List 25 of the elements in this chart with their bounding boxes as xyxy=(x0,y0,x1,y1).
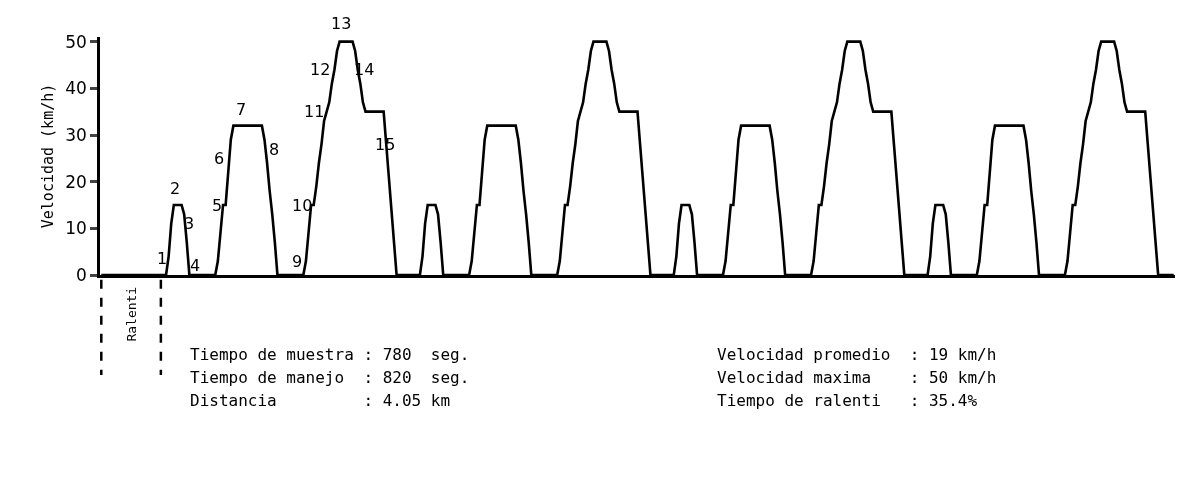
text: Distancia : 4.05 km xyxy=(190,391,451,410)
annotation: 4 xyxy=(190,256,201,275)
y-tick-label: 30 xyxy=(65,124,87,145)
y-tick-label: 40 xyxy=(65,78,87,99)
y-tick-label: 10 xyxy=(65,218,87,239)
text: 13 xyxy=(331,14,352,33)
annotation: 11 xyxy=(304,102,325,121)
annotation: 9 xyxy=(292,252,303,271)
y-axis-title: Velocidad (km/h) xyxy=(39,83,58,229)
y-tick-label: 50 xyxy=(65,31,87,52)
annotation: 8 xyxy=(269,140,280,159)
annotation: 2 xyxy=(170,179,181,198)
annotation: 7 xyxy=(236,100,247,119)
text: Ralenti xyxy=(123,286,139,342)
text: Velocidad maxima : 50 km/h xyxy=(717,368,997,387)
annotation: 6 xyxy=(214,149,225,168)
y-tick-label: 20 xyxy=(65,171,87,192)
text: Velocidad promedio : 19 km/h xyxy=(717,345,997,364)
text: Tiempo de manejo : 820 seg. xyxy=(190,368,470,387)
text: Tiempo de muestra : 780 seg. xyxy=(190,345,470,364)
text: Tiempo de ralenti : 35.4% xyxy=(717,391,978,410)
y-tick-label: 0 xyxy=(76,264,87,285)
annotation: 12 xyxy=(310,60,331,79)
annotation: 5 xyxy=(212,196,223,215)
annotation: 1 xyxy=(157,249,168,268)
